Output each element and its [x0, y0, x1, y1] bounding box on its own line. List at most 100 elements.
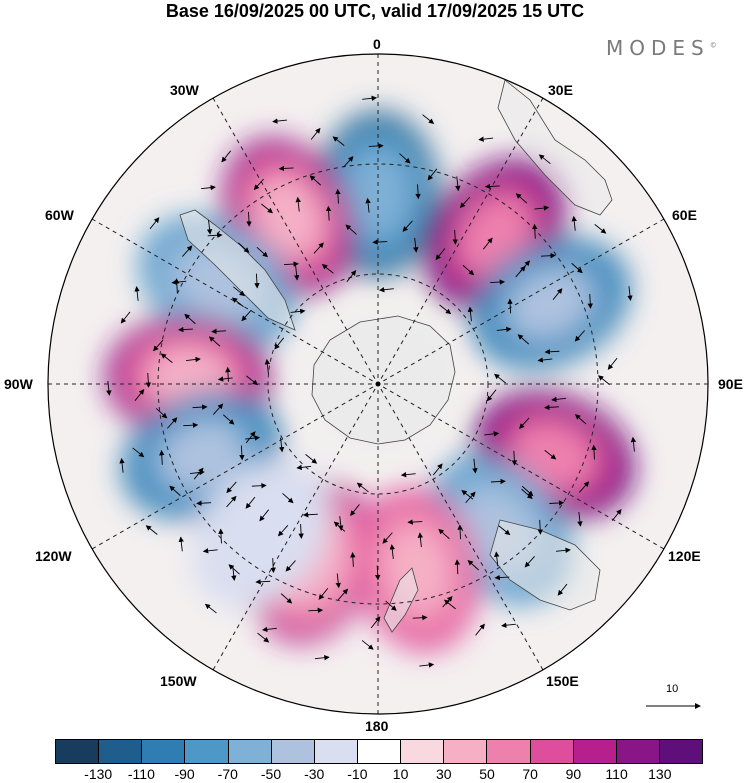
colorbar-segment	[185, 740, 229, 763]
lon-label-120w: 120W	[35, 548, 72, 564]
colorbar-segment	[659, 740, 703, 763]
wind-vector	[521, 488, 533, 500]
wind-vector	[206, 219, 213, 235]
wind-vector	[262, 626, 277, 633]
wind-vector	[222, 414, 235, 425]
wind-vector	[385, 600, 397, 611]
wind-vector	[153, 339, 164, 352]
wind-vector	[231, 297, 244, 308]
wind-vector	[159, 449, 165, 465]
wind-vector	[325, 205, 332, 221]
wind-vector	[337, 588, 349, 601]
colorbar-tick-label: 110	[605, 766, 628, 782]
wind-vector	[204, 603, 217, 614]
lon-label-90e: 90E	[718, 376, 743, 392]
colorbar-segment	[444, 740, 488, 763]
wind-vector	[277, 525, 289, 537]
wind-vector	[407, 519, 423, 525]
lon-label-90w: 90W	[4, 376, 33, 392]
wind-vector	[577, 511, 583, 527]
wind-vector	[378, 287, 394, 293]
wind-vector	[537, 519, 543, 535]
wind-vector	[321, 264, 334, 274]
colorbar-segment	[271, 740, 315, 763]
wind-vector	[544, 404, 559, 411]
wind-vector	[264, 358, 271, 374]
colorbar-tick-label: -90	[174, 766, 195, 782]
wind-vector	[400, 472, 416, 478]
wind-vector	[507, 298, 513, 314]
colorbar-segment	[573, 740, 617, 763]
wind-vector	[350, 552, 356, 567]
wind-vector	[534, 205, 550, 211]
wind-vector	[134, 389, 145, 401]
wind-vector	[160, 353, 173, 364]
wind-vector	[452, 229, 458, 245]
wind-vector	[155, 408, 168, 419]
wind-vector	[251, 482, 267, 489]
wind-vector	[256, 247, 269, 258]
colorbar-segment	[487, 740, 531, 763]
wind-vector	[574, 414, 587, 425]
wind-vector	[494, 574, 510, 581]
wind-vector	[532, 223, 538, 239]
wind-vector	[494, 551, 500, 567]
wind-vector	[540, 252, 556, 259]
wind-vector	[475, 623, 485, 636]
wind-vector	[217, 376, 233, 382]
wind-vector	[555, 547, 571, 553]
wind-vector	[399, 153, 411, 164]
wind-vector	[283, 261, 299, 267]
wind-vector	[145, 373, 152, 388]
reference-vector-label: 10	[666, 683, 679, 695]
wind-vector	[221, 150, 232, 163]
wind-vector	[472, 458, 478, 474]
antarctica-outline	[311, 315, 456, 445]
lon-label-150w: 150W	[160, 673, 197, 689]
wind-vector	[442, 595, 453, 608]
wind-vector	[630, 436, 637, 452]
wind-vector	[167, 417, 178, 429]
lon-label-60e: 60E	[672, 207, 697, 223]
wind-vector	[417, 532, 424, 548]
wind-vector	[597, 375, 610, 385]
wind-vector	[119, 457, 125, 473]
wind-vector	[517, 334, 530, 345]
wind-vector	[350, 504, 360, 517]
wind-vector	[134, 286, 140, 301]
wind-vector	[308, 607, 324, 614]
wind-vector	[302, 512, 318, 518]
wind-vector	[171, 279, 187, 285]
lon-label-30w: 30W	[170, 82, 199, 98]
wind-vector	[515, 193, 528, 204]
colorbar-segment	[314, 740, 358, 763]
wind-vector	[594, 224, 607, 234]
wind-vector	[571, 262, 583, 274]
wind-vector	[519, 417, 530, 430]
colorbar-segment	[56, 740, 100, 763]
wind-vector	[415, 184, 421, 200]
wind-vector	[169, 485, 181, 496]
wind-vector	[413, 237, 419, 253]
wind-vector	[587, 294, 593, 309]
wind-vector	[192, 404, 208, 410]
wind-vector	[257, 632, 270, 643]
wind-vector	[280, 593, 293, 604]
wind-vector	[246, 211, 252, 227]
wind-vector	[382, 532, 393, 544]
colorbar-tick-label: -50	[260, 766, 282, 782]
colorbar-tick-label: 130	[648, 766, 672, 782]
wind-vector	[120, 311, 131, 324]
colorbar-tick-label: -30	[304, 766, 325, 782]
wind-vector	[310, 127, 321, 140]
wind-vector	[226, 481, 237, 494]
wind-vector	[202, 548, 218, 554]
wind-vector	[467, 560, 479, 571]
wind-vector	[370, 616, 381, 629]
wind-vector	[454, 559, 460, 575]
wind-vector	[375, 565, 381, 581]
colorbar-tick-label: 70	[522, 766, 538, 782]
wind-vector	[574, 330, 586, 342]
wind-vector	[282, 492, 294, 504]
wind-vectors	[106, 95, 637, 668]
